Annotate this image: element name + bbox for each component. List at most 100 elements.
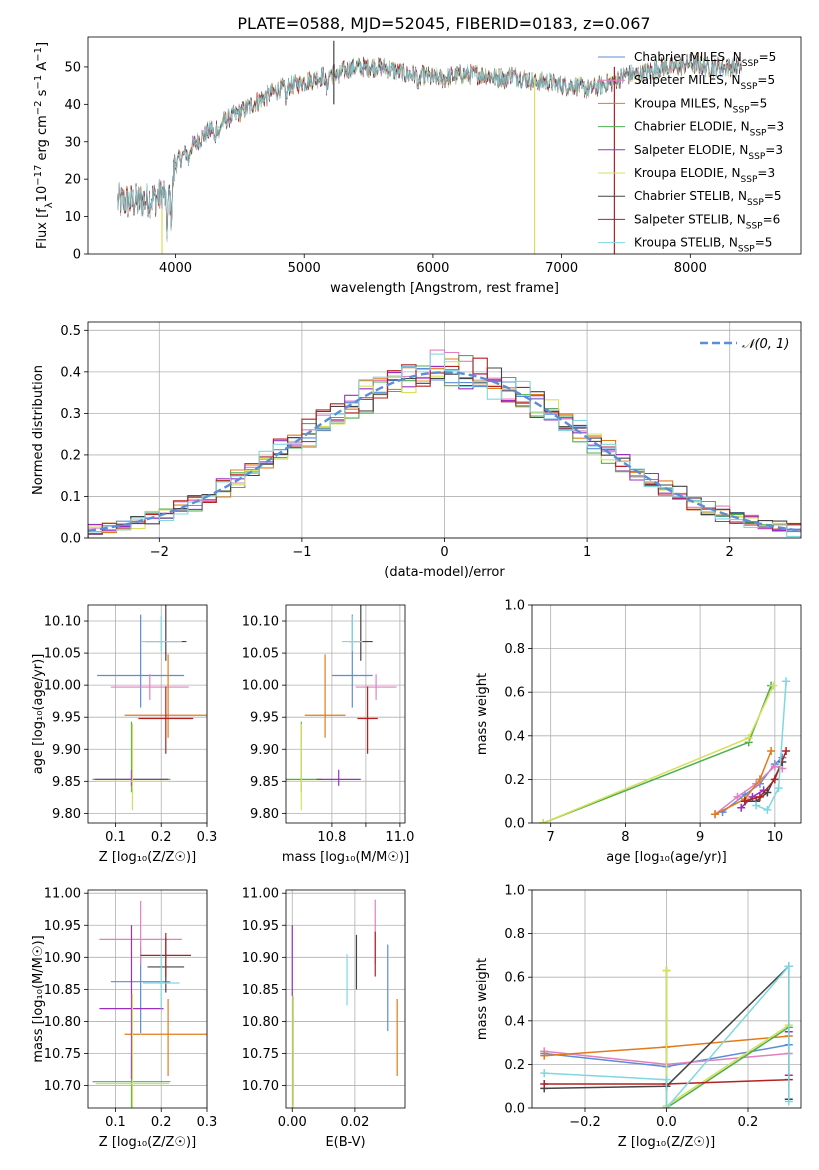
spectrum-line	[117, 54, 742, 239]
plot-area-residuals	[88, 349, 801, 538]
errorbar-point	[140, 932, 191, 978]
legend-entry-subscript: SSP	[741, 82, 758, 92]
y-axis-label-part: λ	[44, 202, 55, 208]
x-axis-label: wavelength [Angstrom, rest frame]	[330, 281, 559, 296]
y-tick-label: 0.2	[60, 448, 81, 463]
legend-entry: Chabrier MILES, NSSP=5	[634, 50, 776, 69]
x-tick-label: 0.1	[105, 830, 126, 845]
y-tick-label: 0.3	[60, 407, 81, 422]
legend-entry-subscript: SSP	[738, 245, 755, 255]
x-tick-label: −1	[292, 545, 311, 560]
y-tick-label: 9.95	[52, 711, 81, 726]
y-tick-label: 10.95	[44, 919, 81, 934]
y-tick-label: 10.05	[44, 647, 81, 662]
mass-weight-marker	[711, 810, 720, 819]
axes-mass-vs-ebv: 0.00 0.02 10.70 10.75 10.80 10.85 10.90 10.95 11…	[242, 887, 406, 1150]
errorbar-point	[355, 674, 397, 700]
x-tick-label: 8	[621, 830, 629, 845]
mass-weight-marker	[763, 788, 772, 797]
legend-entry-count: =3	[766, 120, 784, 134]
y-tick-label: 0.0	[504, 817, 525, 832]
x-tick-label: 8000	[674, 261, 707, 276]
axes-frame	[285, 604, 406, 824]
axes-age-vs-z: 0.1 0.2 0.3 9.80 9.85 9.90 9.95 10.00 10.05 10.10…	[31, 604, 217, 865]
errorbar-point	[304, 654, 346, 738]
y-tick-label: 0	[73, 248, 81, 263]
axes-frame	[531, 604, 802, 824]
legend-entry-subscript: SSP	[750, 129, 767, 139]
y-tick-label: 0.4	[60, 365, 81, 380]
legend-entry-name: Salpeter STELIB, N	[634, 212, 746, 226]
legend-entry: Kroupa ELODIE, NSSP=3	[634, 166, 775, 185]
y-tick-label: 10.00	[242, 679, 279, 694]
y-tick-label: 0.1	[60, 490, 81, 505]
y-tick-label: 10.10	[242, 615, 279, 630]
x-tick-label: 10	[767, 830, 784, 845]
legend-entry-name: Kroupa MILES, N	[634, 96, 733, 110]
y-axis-label: mass weight	[475, 673, 490, 755]
x-axis-label: E(B-V)	[325, 1135, 365, 1150]
mass-weight-marker	[784, 962, 793, 971]
mass-weight-marker	[540, 1069, 549, 1078]
mass-weight-line	[544, 964, 790, 1108]
mass-weight-marker	[782, 747, 791, 756]
y-axis-label-part: 10	[35, 186, 50, 203]
legend-entry: Chabrier ELODIE, NSSP=3	[634, 120, 784, 139]
legend-entry: Salpeter ELODIE, NSSP=3	[634, 143, 783, 162]
legend-label: 𝒩(0, 1)	[742, 337, 789, 352]
y-axis-label-part: −1	[33, 47, 44, 62]
y-tick-label: 0.0	[60, 532, 81, 547]
x-tick-label: 6000	[416, 261, 449, 276]
mass-weight-marker	[782, 677, 791, 686]
errorbar-point	[95, 723, 170, 811]
x-tick-label: 7	[547, 830, 555, 845]
y-axis-label: mass weight	[475, 958, 490, 1040]
y-tick-label: 0.2	[504, 1058, 525, 1073]
legend-entry-subscript: SSP	[746, 221, 763, 231]
legend-entry-count: =3	[757, 166, 775, 180]
axes-frame	[87, 604, 208, 824]
mass-weight-marker	[744, 733, 753, 742]
mass-weight-marker	[737, 803, 746, 812]
y-tick-label: 9.80	[250, 807, 279, 822]
y-tick-label: 0.4	[504, 1014, 525, 1029]
plot-area-age-vs-z	[92, 605, 207, 811]
errorbar-point	[97, 614, 185, 708]
legend-entry: Salpeter STELIB, NSSP=6	[634, 212, 780, 231]
y-tick-label: 10.90	[44, 951, 81, 966]
mass-weight-marker	[662, 966, 671, 975]
plot-area-mass-vs-z	[92, 900, 207, 1108]
y-tick-label: 10.85	[242, 983, 279, 998]
legend-entry-subscript: SSP	[733, 105, 750, 115]
x-tick-label: 9	[696, 830, 704, 845]
legend-entry-name: Kroupa STELIB, N	[634, 236, 738, 250]
y-tick-label: 10.80	[44, 1015, 81, 1030]
legend-entry-name: Salpeter ELODIE, N	[634, 143, 748, 157]
x-tick-label: 0.2	[151, 1115, 172, 1130]
x-tick-label: 0.2	[738, 1115, 759, 1130]
y-tick-label: 10.90	[242, 951, 279, 966]
legend-entry-count: =5	[764, 189, 782, 203]
errorbar-point	[94, 769, 169, 786]
legend-entry: Kroupa STELIB, NSSP=5	[634, 236, 772, 255]
errorbar-point	[357, 686, 378, 754]
figure-title: PLATE=0588, MJD=52045, FIBERID=0183, z=0…	[237, 14, 650, 33]
errorbar-point	[99, 925, 164, 1080]
legend-entry-subscript: SSP	[748, 152, 765, 162]
y-tick-label: 0.4	[504, 729, 525, 744]
errorbar-point	[286, 723, 322, 811]
x-tick-label: 0	[440, 545, 448, 560]
errorbar-point	[95, 993, 170, 1108]
x-tick-label: 0.1	[105, 1115, 126, 1130]
mass-weight-line	[714, 750, 772, 815]
x-tick-label: 10.8	[317, 830, 346, 845]
errorbar-point	[99, 900, 182, 966]
x-tick-label: 5000	[288, 261, 321, 276]
y-tick-label: 11.00	[242, 887, 279, 902]
legend-entry-count: =5	[755, 236, 773, 250]
y-tick-label: 10.70	[44, 1079, 81, 1094]
y-tick-label: 10.75	[44, 1047, 81, 1062]
legend-entry: Chabrier STELIB, NSSP=5	[634, 189, 782, 208]
errorbar-point	[124, 999, 207, 1076]
